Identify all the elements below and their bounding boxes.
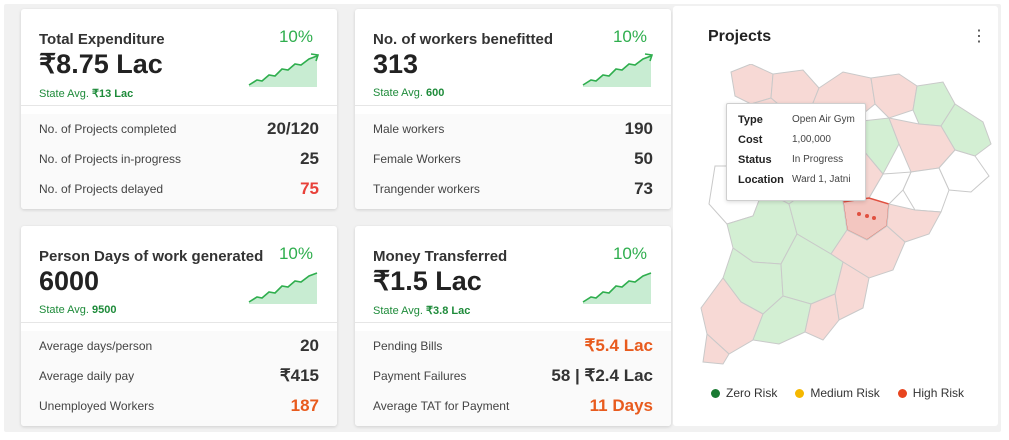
stat-row: Female Workers 50 [373,144,653,174]
change-percent: 10% [612,244,647,263]
legend-label: Medium Risk [810,386,880,400]
row-label: Female Workers [373,152,461,166]
row-value: 25 [300,149,319,168]
change-percent: 10% [278,244,313,263]
trend-sparkline-icon [582,272,652,304]
person-days-card[interactable]: Person Days of work generated 6000 State… [21,226,337,426]
stat-row: Average TAT for Payment 11 Days [373,391,653,421]
legend-item-medium-risk[interactable]: Medium Risk [795,386,880,400]
tooltip-row: Status In Progress [738,154,843,166]
row-label: Trangender workers [373,182,480,196]
stat-row: No. of Projects delayed 75 [39,174,319,204]
row-label: Average TAT for Payment [373,399,510,413]
row-label: Average days/person [39,339,153,353]
map-district[interactable] [702,332,730,365]
card-value: ₹8.75 Lac [39,49,163,79]
projects-title: Projects [708,28,772,45]
row-value: 20/120 [267,119,319,138]
tooltip-value: Ward 1, Jatni [792,174,851,185]
trend-sparkline-icon [582,53,654,87]
risk-legend: Zero Risk Medium Risk High Risk [711,386,982,400]
row-value: 20 [300,336,319,355]
stat-row: Pending Bills ₹5.4 Lac [373,331,653,361]
stat-row: Male workers 190 [373,114,653,144]
row-label: Payment Failures [373,369,467,383]
row-label: Unemployed Workers [39,399,155,413]
tooltip-row: Location Ward 1, Jatni [738,174,851,186]
card-title: Money Transferred [373,248,508,265]
tooltip-value: Open Air Gym [792,114,855,125]
project-marker[interactable] [872,216,876,220]
map-district[interactable] [804,293,840,341]
tooltip-value: 1,00,000 [792,134,831,145]
card-title: Person Days of work generated [39,248,264,265]
high-risk-dot-icon [897,388,907,398]
stat-row: Average daily pay ₹415 [39,361,319,391]
row-value: 58 | ₹2.4 Lac [551,366,653,385]
tooltip-key: Cost [738,134,763,146]
legend-label: High Risk [912,386,965,400]
money-transferred-card[interactable]: Money Transferred ₹1.5 Lac State Avg. ₹3… [355,226,671,426]
trend-sparkline-icon [248,53,320,87]
legend-item-zero-risk[interactable]: Zero Risk [711,386,777,400]
card-value: ₹1.5 Lac [373,266,482,296]
row-label: No. of Projects delayed [39,182,164,196]
map-district[interactable] [700,277,764,355]
stat-row: Average days/person 20 [39,331,319,361]
stat-row: Payment Failures 58 | ₹2.4 Lac [373,361,653,391]
row-label: No. of Projects completed [39,122,177,136]
row-value: ₹415 [279,366,319,385]
trend-sparkline-icon [248,272,318,304]
row-label: Male workers [373,122,445,136]
state-average: State Avg. 600 [373,87,445,99]
row-value: 190 [624,119,653,138]
zero-risk-dot-icon [711,388,720,398]
project-tooltip: Type Open Air Gym Cost 1,00,000 Status I… [726,103,866,201]
tooltip-key: Type [738,114,763,126]
state-average: State Avg. ₹13 Lac [39,88,134,100]
row-label: Average daily pay [39,369,135,383]
stat-row: Unemployed Workers 187 [39,391,319,421]
total-expenditure-card[interactable]: Total Expenditure ₹8.75 Lac State Avg. ₹… [21,9,337,209]
tooltip-key: Status [738,154,772,166]
row-value: 73 [634,179,653,198]
kebab-menu-icon[interactable]: ⋮ [971,28,987,45]
row-value: 50 [634,149,653,168]
tooltip-value: In Progress [792,154,844,165]
projects-map-card: Projects ⋮ [673,6,998,426]
change-percent: 10% [612,27,647,46]
state-average: State Avg. 9500 [39,304,117,316]
medium-risk-dot-icon [795,388,805,398]
row-value: 11 Days [589,396,653,415]
stat-row: No. of Projects in-progress 25 [39,144,319,174]
legend-label: Zero Risk [726,386,778,400]
workers-benefitted-card[interactable]: No. of workers benefitted 313 State Avg.… [355,9,671,209]
tooltip-row: Cost 1,00,000 [738,134,831,146]
map-district[interactable] [834,261,870,321]
project-marker[interactable] [865,214,869,218]
change-percent: 10% [278,27,313,46]
stat-row: No. of Projects completed 20/120 [39,114,319,144]
map-district[interactable] [870,73,918,119]
row-value: ₹5.4 Lac [584,336,653,355]
tooltip-key: Location [738,174,784,186]
state-average: State Avg. ₹3.8 Lac [373,305,471,317]
row-label: No. of Projects in-progress [39,152,182,166]
stat-row: Trangender workers 73 [373,174,653,204]
map-district[interactable] [730,64,774,105]
card-value: 6000 [39,266,100,296]
card-title: Total Expenditure [39,31,165,48]
card-value: 313 [373,49,419,79]
row-label: Pending Bills [373,339,443,353]
project-marker[interactable] [857,212,861,216]
card-title: No. of workers benefitted [373,31,554,48]
tooltip-row: Type Open Air Gym [738,114,855,126]
row-value: 187 [290,396,319,415]
legend-item-high-risk[interactable]: High Risk [897,386,965,400]
row-value: 75 [300,179,319,198]
